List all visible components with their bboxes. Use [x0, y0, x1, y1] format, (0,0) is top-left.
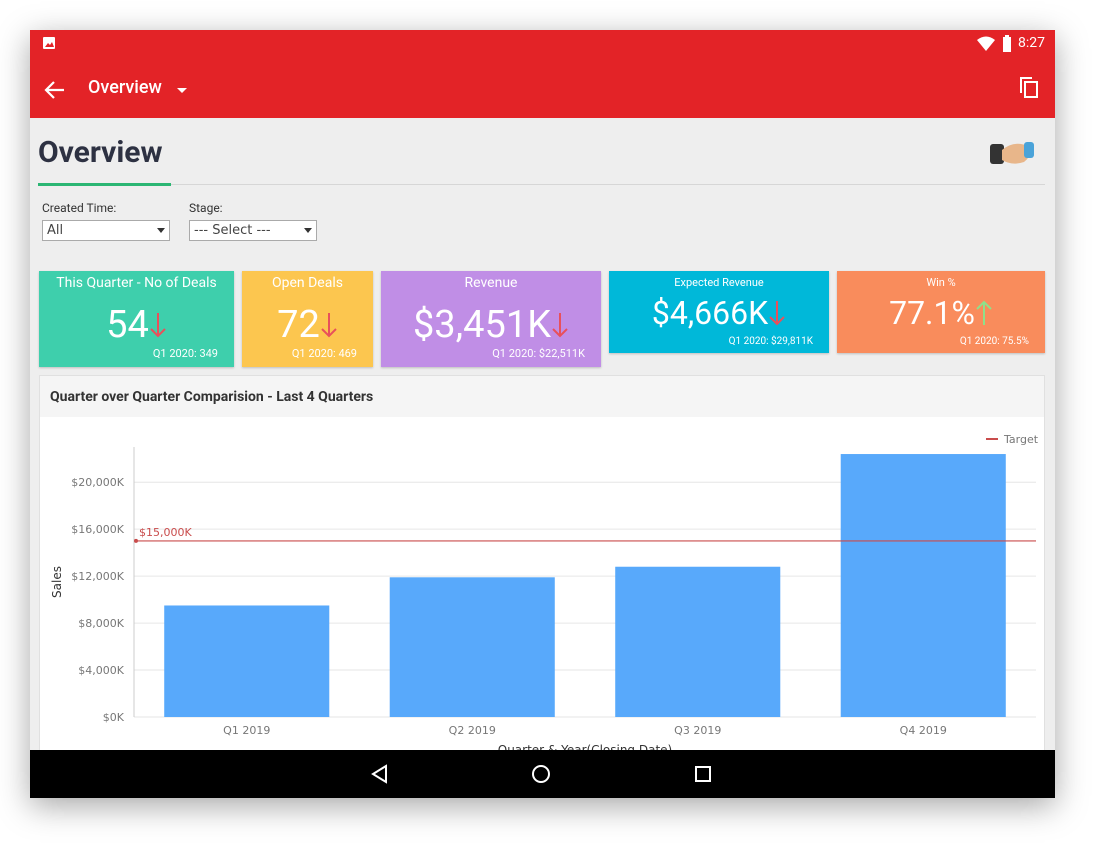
y-axis-title: Sales: [50, 566, 64, 598]
y-tick-label: $0K: [103, 711, 125, 724]
kpi-comparison: Q1 2020: 349: [152, 347, 218, 360]
kpi-value: $4,666K: [651, 294, 769, 332]
filter-select[interactable]: All: [42, 220, 170, 241]
kpi-value-row: 72: [242, 303, 373, 347]
title-underline: [38, 183, 171, 186]
wifi-icon: [977, 36, 995, 51]
kpi-card: This Quarter - No of Deals 54 Q1 2020: 349: [39, 271, 234, 367]
kpi-value-row: $4,666K: [609, 294, 829, 332]
dropdown-icon[interactable]: [176, 87, 188, 95]
copy-button[interactable]: [1018, 76, 1040, 100]
x-axis-title: Quarter & Year(Closing Date): [498, 743, 672, 755]
legend-label: Target: [1003, 433, 1039, 446]
kpi-card: Revenue $3,451K Q1 2020: $22,511K: [381, 271, 601, 367]
trend-arrow: [976, 300, 992, 325]
kpi-title: This Quarter - No of Deals: [56, 275, 217, 291]
trend-arrow: [321, 313, 337, 338]
kpi-card: Expected Revenue $4,666K Q1 2020: $29,811K: [609, 271, 829, 353]
kpi-card: Open Deals 72 Q1 2020: 469: [242, 271, 373, 367]
arrow-path: [976, 300, 992, 325]
filter-label: Stage:: [189, 201, 223, 215]
divider: [38, 184, 1045, 185]
kpi-title: Revenue: [464, 275, 518, 291]
kpi-value-row: 77.1%: [837, 294, 1045, 332]
kpi-comparison: Q1 2020: $22,511K: [492, 347, 585, 360]
device-screen: 8:27 Overview Overview Created Time: All…: [30, 30, 1055, 798]
back-nav[interactable]: [370, 764, 390, 784]
recents-nav[interactable]: [694, 765, 712, 783]
y-tick-label: $4,000K: [78, 664, 124, 677]
battery-icon: [1003, 35, 1011, 52]
kpi-comparison: Q1 2020: 469: [291, 347, 357, 360]
arrow-path: [769, 301, 785, 326]
target-label: $15,000K: [139, 526, 192, 539]
bar: [615, 566, 781, 717]
clock: 8:27: [1018, 35, 1045, 51]
filter-label: Created Time:: [42, 201, 117, 215]
page-title: Overview: [38, 135, 163, 170]
chart-title: Quarter over Quarter Comparision - Last …: [50, 389, 374, 405]
y-tick-label: $8,000K: [78, 617, 124, 630]
bar: [164, 605, 330, 717]
trend-arrow: [552, 313, 568, 338]
trend-arrow: [150, 313, 166, 338]
image-icon: [43, 37, 55, 49]
arrow-path: [321, 313, 337, 338]
kpi-title: Expected Revenue: [674, 276, 764, 289]
y-tick-label: $20,000K: [71, 476, 124, 489]
app-bar-title[interactable]: Overview: [88, 77, 162, 98]
chart-header: [40, 376, 1044, 417]
arrow-path: [150, 313, 166, 338]
bar: [840, 454, 1006, 717]
kpi-value: $3,451K: [412, 303, 552, 347]
kpi-value-row: 54: [39, 303, 234, 347]
filter-value[interactable]: All: [47, 223, 64, 238]
kpi-value: 54: [106, 303, 149, 347]
filter-value[interactable]: --- Select ---: [194, 223, 271, 238]
kpi-title: Win %: [926, 276, 956, 289]
chart-card: Quarter over Quarter Comparision - Last …: [39, 375, 1045, 755]
kpi-value: 72: [277, 303, 320, 347]
arrow-path: [552, 313, 568, 338]
status-bar: 8:27: [30, 30, 1055, 62]
caret: [304, 228, 312, 233]
y-tick-label: $16,000K: [71, 523, 124, 536]
target-dot: [134, 538, 138, 543]
x-tick-label: Q2 2019: [449, 724, 496, 737]
x-tick-label: Q4 2019: [900, 724, 947, 737]
trend-arrow: [769, 301, 785, 326]
home-nav[interactable]: [531, 764, 551, 784]
x-tick-label: Q1 2019: [223, 724, 270, 737]
kpi-title: Open Deals: [272, 275, 343, 291]
caret: [157, 228, 165, 233]
filter-select[interactable]: --- Select ---: [189, 220, 317, 241]
nav-bar: [30, 750, 1055, 798]
x-tick-label: Q3 2019: [674, 724, 721, 737]
bar: [389, 577, 555, 717]
kpi-value: 77.1%: [889, 294, 975, 332]
chart: $0K $4,000K $8,000K $12,000K $16,000K $20,000…: [50, 433, 1039, 755]
kpi-comparison: Q1 2020: $29,811K: [728, 336, 813, 347]
app-bar: Overview: [30, 62, 1055, 118]
back-button[interactable]: [44, 80, 66, 100]
handshake-image: [990, 142, 1034, 164]
kpi-comparison: Q1 2020: 75.5%: [959, 336, 1029, 347]
y-tick-label: $12,000K: [71, 570, 124, 583]
kpi-value-row: $3,451K: [381, 303, 601, 347]
kpi-card: Win % 77.1% Q1 2020: 75.5%: [837, 271, 1045, 353]
